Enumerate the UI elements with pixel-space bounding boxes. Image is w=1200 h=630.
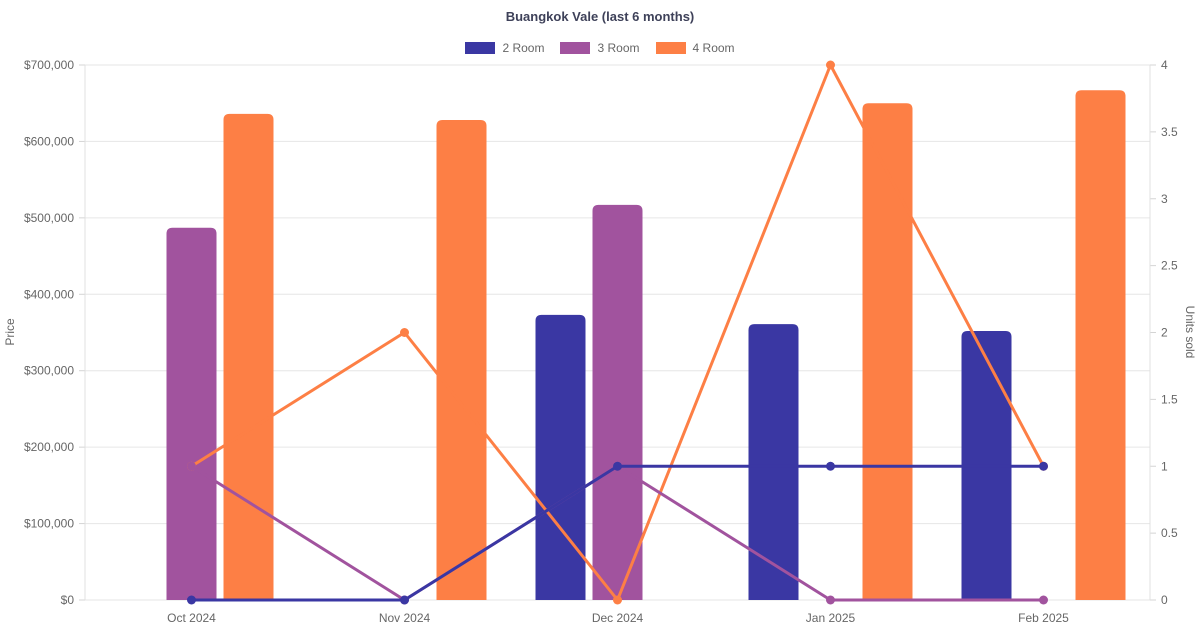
right-axis-tick-label: 3.5 — [1161, 125, 1178, 139]
point-2-room-oct-2024[interactable] — [187, 595, 196, 605]
legend-item-2-room[interactable]: 2 Room — [465, 42, 544, 54]
bar-4-room-oct-2024[interactable] — [223, 113, 274, 601]
legend-label-3-room: 3 Room — [597, 41, 640, 55]
legend-label-4-room: 4 Room — [692, 41, 735, 55]
legend-item-3-room[interactable]: 3 Room — [560, 41, 640, 55]
left-axis-tick-label: $100,000 — [24, 517, 74, 531]
bar-4-room-jan-2025[interactable] — [862, 103, 913, 600]
legend-swatch-3-room — [560, 42, 591, 54]
point-4-room-dec-2024[interactable] — [613, 595, 622, 605]
point-4-room-jan-2025[interactable] — [826, 60, 835, 70]
right-axis-tick-label: 3 — [1161, 192, 1168, 206]
point-3-room-oct-2024[interactable] — [187, 461, 196, 471]
point-2-room-jan-2025[interactable] — [826, 461, 835, 471]
left-axis-tick-label: $600,000 — [24, 134, 74, 148]
left-axis-tick-label: $500,000 — [24, 211, 74, 225]
bar-4-room-nov-2024[interactable] — [436, 120, 487, 601]
x-axis-tick-label: Feb 2025 — [1018, 611, 1069, 625]
chart-legend: 2 Room 3 Room 4 Room — [0, 42, 1200, 54]
point-2-room-dec-2024[interactable] — [613, 461, 622, 471]
right-axis-tick-label: 0.5 — [1161, 526, 1178, 540]
legend-swatch-4-room — [655, 42, 686, 54]
point-4-room-nov-2024[interactable] — [400, 328, 409, 337]
right-axis-tick-label: 1.5 — [1161, 392, 1178, 406]
x-axis-tick-label: Dec 2024 — [592, 611, 644, 625]
bar-2-room-jan-2025[interactable] — [748, 324, 799, 600]
point-3-room-jan-2025[interactable] — [826, 595, 835, 605]
right-axis-tick-label: 1 — [1161, 459, 1168, 473]
x-axis-tick-label: Jan 2025 — [806, 611, 856, 625]
x-axis-tick-label: Nov 2024 — [379, 611, 431, 625]
left-axis-tick-label: $0 — [61, 593, 75, 607]
point-2-room-feb-2025[interactable] — [1039, 461, 1048, 471]
point-2-room-nov-2024[interactable] — [400, 595, 409, 605]
right-axis-tick-label: 0 — [1161, 593, 1168, 607]
legend-item-4-room[interactable]: 4 Room — [655, 41, 735, 55]
bar-2-room-dec-2024[interactable] — [535, 314, 586, 600]
left-axis-tick-label: $200,000 — [24, 440, 74, 454]
right-axis-tick-label: 2 — [1161, 326, 1168, 340]
bar-3-room-dec-2024[interactable] — [592, 204, 643, 600]
right-axis-tick-label: 4 — [1161, 58, 1168, 72]
legend-label-2-room: 2 Room — [502, 41, 545, 55]
left-axis-tick-label: $700,000 — [24, 58, 74, 72]
x-axis-tick-label: Oct 2024 — [167, 611, 216, 625]
left-axis-tick-label: $400,000 — [24, 287, 74, 301]
chart-title: Buangkok Vale (last 6 months) — [505, 9, 695, 24]
right-axis-tick-label: 2.5 — [1161, 259, 1178, 273]
bar-3-room-oct-2024[interactable] — [166, 227, 217, 601]
bar-4-room-feb-2025[interactable] — [1075, 90, 1126, 600]
point-3-room-feb-2025[interactable] — [1039, 595, 1048, 605]
legend-swatch-2-room — [465, 42, 496, 54]
left-axis-tick-label: $300,000 — [24, 364, 74, 378]
